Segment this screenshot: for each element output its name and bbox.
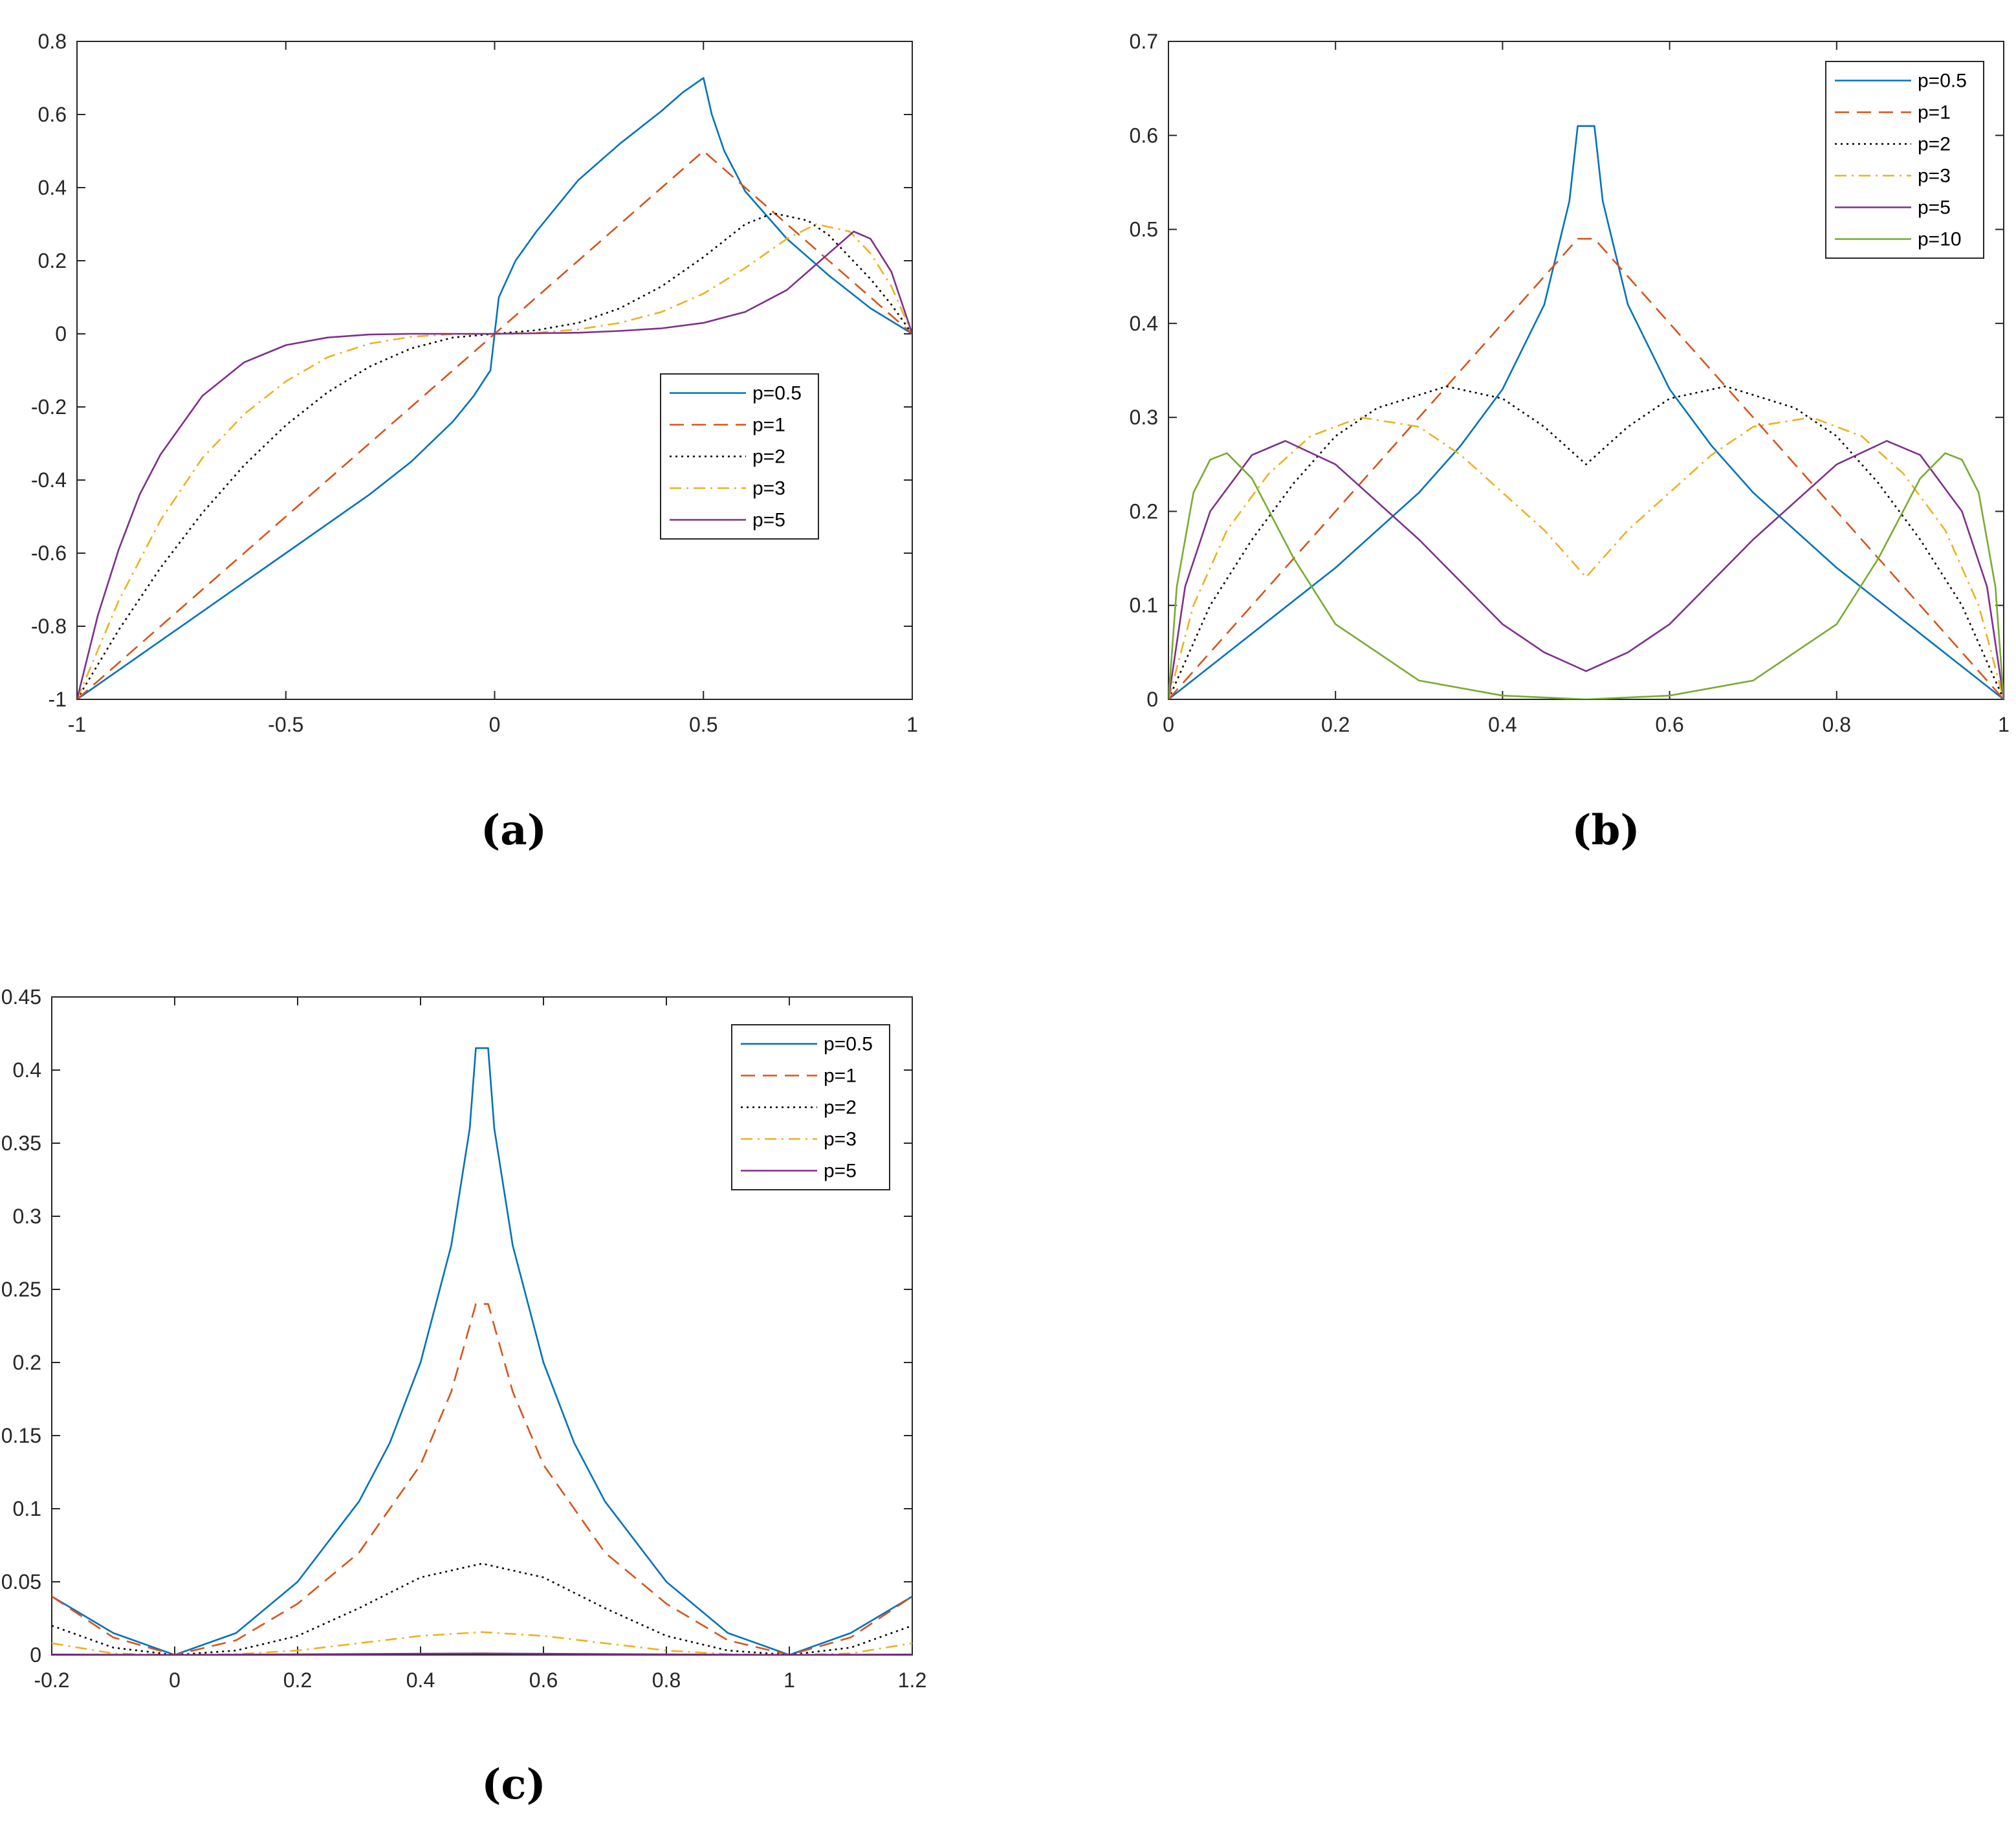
y-tick-label: 0.15 bbox=[1, 1424, 41, 1447]
legend-label: p=0.5 bbox=[752, 383, 802, 404]
x-tick-label: 0.4 bbox=[406, 1668, 435, 1692]
series-line-p-2 bbox=[52, 1562, 912, 1655]
y-tick-label: 0.5 bbox=[1130, 218, 1158, 241]
x-tick-label: 1 bbox=[1998, 713, 2010, 736]
legend-box bbox=[1825, 61, 1984, 259]
legend-label: p=0.5 bbox=[824, 1034, 873, 1055]
legend-label: p=1 bbox=[824, 1066, 857, 1087]
legend-label: p=3 bbox=[824, 1129, 857, 1150]
y-tick-label: 0.8 bbox=[38, 30, 67, 53]
x-tick-label: 0 bbox=[489, 713, 501, 736]
x-tick-label: 0.8 bbox=[1823, 713, 1851, 736]
x-tick-label: 1 bbox=[783, 1668, 795, 1692]
y-tick-label: -0.2 bbox=[31, 395, 67, 419]
y-tick-label: 0.2 bbox=[38, 249, 67, 272]
x-tick-label: 0.2 bbox=[283, 1668, 312, 1692]
y-tick-label: 0.35 bbox=[1, 1132, 41, 1155]
y-tick-label: -1 bbox=[49, 688, 67, 711]
series-line-p-1 bbox=[52, 1303, 912, 1655]
y-tick-label: 0.4 bbox=[13, 1058, 41, 1082]
y-tick-label: -0.8 bbox=[31, 615, 67, 638]
panel-c: -0.2 0 0.2 0.4 0.6 0.8 1 1.200.050.10.150.20.25… bbox=[1, 985, 927, 1809]
x-tick-label: 0.6 bbox=[1655, 713, 1683, 736]
y-tick-label: 0 bbox=[55, 322, 67, 345]
x-tick-label: 1 bbox=[906, 713, 918, 736]
y-tick-label: 0.2 bbox=[13, 1351, 41, 1374]
panel-b: 0 0.2 0.4 0.6 0.8 1 0 0.1 0.2 0.3 0.4 0.5 0.6 0.7 p=0.… bbox=[1130, 30, 2010, 855]
legend-label: p=5 bbox=[1918, 197, 1951, 219]
x-tick-label: 0.8 bbox=[652, 1668, 681, 1692]
legend-label: p=0.5 bbox=[1918, 71, 1967, 92]
series-line-p-1 bbox=[1168, 237, 2004, 699]
series-line-p-3 bbox=[1168, 416, 2004, 699]
x-tick-label: 0.2 bbox=[1321, 713, 1350, 736]
y-tick-label: 0.3 bbox=[1130, 406, 1158, 429]
x-tick-label: 0.4 bbox=[1488, 713, 1517, 736]
y-tick-label: 0.05 bbox=[1, 1570, 41, 1593]
series-line-p-5 bbox=[52, 1652, 912, 1655]
panel-caption: (b) bbox=[1572, 806, 1639, 855]
y-tick-label: 0.3 bbox=[13, 1205, 41, 1228]
legend-label: p=2 bbox=[1918, 134, 1951, 155]
y-tick-label: 0.1 bbox=[1130, 594, 1158, 617]
y-tick-label: 0.6 bbox=[38, 103, 67, 126]
panel-caption: (c) bbox=[481, 1760, 546, 1809]
panel-caption: (a) bbox=[481, 806, 547, 855]
y-tick-label: 0 bbox=[1146, 688, 1158, 711]
legend-label: p=5 bbox=[824, 1161, 857, 1182]
y-tick-label: 0.45 bbox=[1, 985, 41, 1009]
y-tick-label: 0.4 bbox=[1130, 312, 1158, 335]
legend-label: p=3 bbox=[752, 478, 785, 499]
y-tick-label: 0.6 bbox=[1130, 124, 1158, 147]
series-group bbox=[52, 1047, 912, 1655]
series-line-p-0-5 bbox=[77, 77, 912, 699]
legend-label: p=5 bbox=[752, 510, 785, 531]
axes-box bbox=[76, 41, 913, 700]
y-tick-label: 0.2 bbox=[1130, 499, 1158, 523]
series-line-p-0-5 bbox=[1168, 125, 2004, 699]
legend-label: p=1 bbox=[752, 415, 785, 436]
series-line-p-10 bbox=[1168, 452, 2004, 699]
x-tick-label: 1.2 bbox=[898, 1668, 926, 1692]
y-tick-label: 0.25 bbox=[1, 1278, 41, 1301]
x-tick-label: 0 bbox=[1163, 713, 1174, 736]
legend: p=0.5 p=1 p=2 p=3 p=5 p=10 bbox=[1825, 61, 1984, 259]
legend: p=0.5 p=1 p=2 p=3 p=5 bbox=[731, 1024, 890, 1190]
legend-label: p=2 bbox=[752, 446, 785, 468]
series-line-p-2 bbox=[77, 212, 912, 699]
legend-label: p=3 bbox=[1918, 166, 1951, 187]
series-line-p-5 bbox=[77, 230, 912, 699]
x-tick-label: 0.6 bbox=[529, 1668, 558, 1692]
x-tick-label: -0.2 bbox=[34, 1668, 69, 1692]
series-group bbox=[1168, 125, 2004, 699]
series-line-p-3 bbox=[77, 223, 912, 699]
y-tick-label: -0.4 bbox=[31, 468, 67, 492]
legend-label: p=2 bbox=[824, 1097, 857, 1119]
y-tick-label: 0 bbox=[30, 1643, 41, 1667]
y-tick-label: 0.1 bbox=[13, 1497, 41, 1520]
series-line-p-2 bbox=[1168, 385, 2004, 699]
series-line-p-1 bbox=[77, 150, 912, 699]
legend: p=0.5 p=1 p=2 p=3 p=5 bbox=[660, 373, 819, 540]
panel-a: -1 -0.5 0 0.5 1 -1 -0.8 -0.6 -0.4 -0.2 0 0.2 0.4 0.6 0… bbox=[31, 30, 918, 855]
y-tick-label: -0.6 bbox=[31, 542, 67, 565]
series-line-p-3 bbox=[52, 1631, 912, 1655]
x-tick-label: 0.5 bbox=[689, 713, 718, 736]
legend-label: p=1 bbox=[1918, 102, 1951, 124]
x-tick-label: 0 bbox=[169, 1668, 181, 1692]
legend-label: p=10 bbox=[1918, 229, 1962, 250]
y-tick-label: 0.4 bbox=[38, 176, 67, 199]
x-tick-label: -0.5 bbox=[268, 713, 303, 736]
series-line-p-5 bbox=[1168, 440, 2004, 699]
series-line-p-0-5 bbox=[52, 1047, 912, 1655]
y-tick-label: 0.7 bbox=[1130, 30, 1158, 53]
x-tick-label: -1 bbox=[68, 713, 86, 736]
axes-box bbox=[51, 996, 913, 1656]
series-group bbox=[77, 77, 912, 699]
